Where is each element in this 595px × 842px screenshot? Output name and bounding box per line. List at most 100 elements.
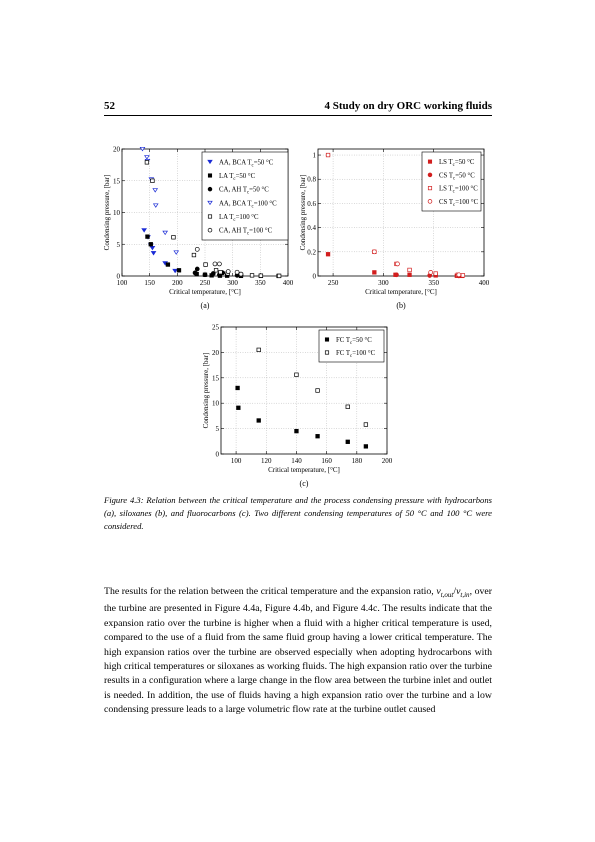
data-point xyxy=(162,230,169,236)
data-point xyxy=(171,235,176,240)
x-axis-label: Critical temperature, [°C] xyxy=(365,288,437,296)
x-tick-label: 140 xyxy=(291,457,302,465)
data-point xyxy=(203,262,208,267)
legend-label: AA, BCA Tc=50 °C xyxy=(219,159,274,168)
plot-frame xyxy=(220,326,388,455)
legend: FC Tc=50 °C FC Tc=100 °C xyxy=(318,329,385,363)
y-tick-label: 5 xyxy=(117,241,121,249)
plot-frame xyxy=(317,148,485,277)
panel-label-a: (a) xyxy=(200,301,210,310)
y-axis-label: Condensing pressure, [bar] xyxy=(202,353,210,429)
data-point xyxy=(145,234,150,239)
y-tick-label: 0 xyxy=(313,273,317,281)
x-tick-label: 160 xyxy=(321,457,332,465)
x-tick-label: 400 xyxy=(283,279,294,287)
legend-box xyxy=(201,151,289,241)
legend-label: LS Tc=50 °C xyxy=(439,159,475,168)
data-point xyxy=(176,268,182,273)
x-tick-label: 400 xyxy=(479,279,490,287)
data-point xyxy=(372,270,377,275)
data-point xyxy=(144,160,150,165)
x-tick-label: 200 xyxy=(382,457,393,465)
body-text-1: The results for the relation between the… xyxy=(104,586,437,597)
legend-label: CA, AH Tc=50 °C xyxy=(219,187,269,196)
legend-label: FC Tc=100 °C xyxy=(336,350,376,359)
y-tick-label: 5 xyxy=(216,425,220,433)
data-point xyxy=(152,188,159,193)
legend-marker xyxy=(207,159,213,165)
legend-label: LA Tc=50 °C xyxy=(219,173,256,182)
data-point xyxy=(150,178,155,183)
y-tick-label: 1 xyxy=(313,152,317,160)
legend-marker xyxy=(427,199,433,204)
legend-label: AA, BCA Tc=100 °C xyxy=(219,200,277,209)
legend-box xyxy=(318,329,385,363)
data-point xyxy=(165,262,171,267)
legend: AA, BCA Tc=50 °C LA Tc=50 °C CA, AH Tc=50 … xyxy=(201,151,289,241)
data-point xyxy=(433,271,438,276)
data-point xyxy=(325,152,331,158)
y-tick-label: 10 xyxy=(113,209,121,217)
page-number: 52 xyxy=(104,100,115,112)
data-point xyxy=(363,444,369,449)
panel-label-c: (c) xyxy=(299,479,309,488)
legend-marker xyxy=(324,350,330,355)
legend-label: LS Tc=100 °C xyxy=(439,186,478,195)
series-5 xyxy=(194,246,244,277)
data-point xyxy=(345,439,350,444)
y-tick-label: 0.2 xyxy=(307,248,316,256)
series-1 xyxy=(256,347,369,427)
data-point xyxy=(428,270,434,275)
legend-marker xyxy=(427,186,433,191)
data-point xyxy=(325,252,331,257)
grid xyxy=(318,149,484,276)
y-tick-label: 0.8 xyxy=(307,176,316,184)
x-tick-label: 350 xyxy=(428,279,439,287)
data-point xyxy=(371,249,377,255)
x-axis-label: Critical temperature, [°C] xyxy=(268,466,340,474)
x-tick-label: 120 xyxy=(261,457,272,465)
legend-label: CS Tc=50 °C xyxy=(439,172,475,181)
slash: / xyxy=(453,586,457,597)
x-tick-label: 350 xyxy=(255,279,266,287)
data-point xyxy=(294,428,299,434)
data-point xyxy=(192,270,198,276)
data-point xyxy=(213,268,219,273)
data-point xyxy=(235,385,240,391)
data-point xyxy=(225,269,231,274)
legend-marker xyxy=(207,173,213,178)
x-tick-label: 250 xyxy=(328,279,339,287)
data-point xyxy=(217,261,222,267)
data-point xyxy=(212,261,218,267)
y-tick-label: 0 xyxy=(216,451,220,459)
x-tick-label: 100 xyxy=(117,279,128,287)
data-point xyxy=(141,228,147,233)
legend-marker xyxy=(207,214,213,219)
data-point xyxy=(276,273,282,279)
data-point xyxy=(150,251,157,256)
data-point xyxy=(315,434,320,439)
data-point xyxy=(210,271,216,276)
var-v-out: vt,out xyxy=(436,586,454,599)
y-axis-label: Condensing pressure, [bar] xyxy=(103,175,111,251)
x-tick-label: 150 xyxy=(144,279,155,287)
x-tick-label: 100 xyxy=(231,457,242,465)
data-point xyxy=(456,272,462,278)
data-point xyxy=(172,268,178,274)
running-header: 52 4 Study on dry ORC working fluids xyxy=(104,100,492,114)
legend-marker xyxy=(324,337,330,342)
x-axis-label: Critical temperature, [°C] xyxy=(169,288,241,296)
var-v-in: vt,in xyxy=(456,586,470,599)
legend: LS Tc=50 °C CS Tc=50 °C LS Tc=100 °C CS Tc=… xyxy=(421,151,482,212)
legend-label: FC Tc=50 °C xyxy=(336,337,372,346)
data-point xyxy=(152,203,159,208)
y-tick-label: 15 xyxy=(113,177,121,185)
y-tick-label: 0 xyxy=(117,273,121,281)
data-point xyxy=(258,273,264,278)
data-point xyxy=(148,242,153,247)
data-point xyxy=(407,267,412,273)
data-point xyxy=(238,271,244,277)
data-point xyxy=(407,272,412,277)
data-point xyxy=(394,272,399,278)
